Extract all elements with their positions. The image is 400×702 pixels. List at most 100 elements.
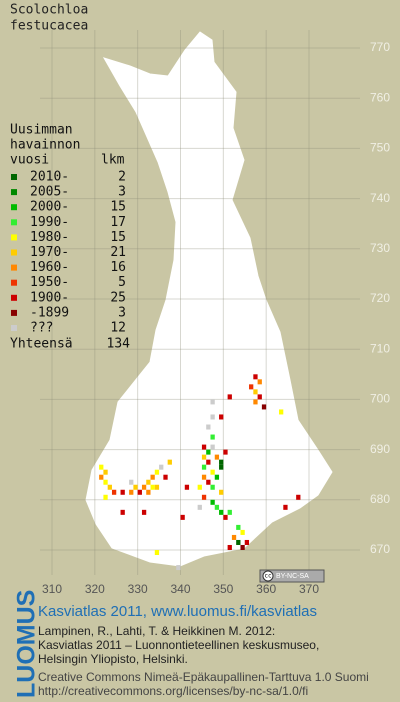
- x-tick-label: 310: [42, 582, 62, 596]
- observation-square: [219, 459, 224, 465]
- observation-square: [129, 479, 134, 485]
- observation-square: [236, 539, 241, 545]
- observation-square: [99, 464, 104, 470]
- legend-label: ???: [30, 321, 53, 336]
- badge-text: BY-NC-SA: [276, 573, 309, 580]
- observation-square: [210, 434, 215, 440]
- legend-swatch: [11, 204, 17, 211]
- legend-swatch: [11, 189, 17, 196]
- observation-square: [201, 464, 207, 470]
- y-tick-label: 690: [370, 442, 390, 456]
- observation-square: [219, 509, 224, 515]
- citation: Kasviatlas 2011 – Luonnontieteellinen ke…: [38, 638, 319, 652]
- legend-count-header: lkm: [101, 153, 125, 168]
- observation-square: [159, 464, 164, 470]
- license: http://creativecommons.org/licenses/by-n…: [38, 684, 308, 698]
- y-tick-label: 770: [370, 40, 390, 54]
- observation-square: [219, 414, 224, 420]
- observation-square: [214, 454, 220, 460]
- legend-label: 1900-: [30, 290, 69, 305]
- observation-square: [201, 454, 207, 460]
- y-tick-label: 760: [370, 90, 390, 104]
- observation-square: [214, 504, 220, 510]
- observation-square: [137, 489, 142, 495]
- observation-square: [201, 474, 207, 480]
- observation-square: [240, 544, 245, 550]
- observation-square: [141, 509, 147, 515]
- y-tick-label: 700: [370, 392, 390, 406]
- grid: 310 320 330 340 350 360 370 770 760 750 740 730 720 7…: [40, 30, 390, 596]
- legend-count: 17: [110, 215, 126, 230]
- observation-square: [227, 394, 232, 400]
- observation-square: [227, 544, 232, 550]
- x-tick-label: 360: [256, 582, 276, 596]
- observation-square: [249, 384, 254, 390]
- badge-box: [259, 569, 325, 583]
- y-tick-label: 710: [370, 341, 390, 355]
- observation-square: [103, 479, 108, 485]
- observation-square: [236, 524, 241, 530]
- observation-square: [210, 444, 215, 450]
- observation-square: [279, 409, 284, 415]
- legend-label: 1960-: [30, 260, 69, 275]
- legend-count: 12: [110, 321, 126, 336]
- observation-square: [180, 514, 185, 520]
- observation-square: [103, 494, 108, 500]
- observation-square: [219, 464, 224, 470]
- cc-badge: cc BY-NC-SA: [259, 569, 325, 583]
- observation-square: [163, 474, 168, 480]
- observation-square: [150, 474, 155, 480]
- observation-square: [201, 494, 207, 500]
- legend-label: 1970-: [30, 245, 69, 260]
- observation-square: [146, 479, 151, 485]
- observation-square: [257, 394, 262, 400]
- legend-count: 15: [110, 230, 126, 245]
- legend-swatch: [11, 219, 17, 226]
- observation-square: [231, 534, 237, 540]
- legend-swatch: [11, 325, 17, 331]
- observation-square: [219, 489, 224, 495]
- x-tick-label: 350: [213, 582, 233, 596]
- observation-square: [146, 489, 151, 495]
- observation-square: [296, 494, 301, 500]
- legend-count: 15: [110, 200, 126, 215]
- observation-square: [210, 499, 215, 505]
- x-tick-label: 330: [128, 582, 148, 596]
- legend-count: 16: [110, 260, 126, 275]
- legend-count: 5: [118, 275, 126, 290]
- observation-square: [206, 479, 211, 485]
- observation-square: [244, 539, 250, 545]
- observations: [99, 374, 301, 571]
- observation-square: [120, 489, 125, 495]
- x-tick-label: 370: [299, 582, 319, 596]
- observation-square: [167, 459, 172, 465]
- observation-square: [223, 514, 228, 520]
- legend-count: 3: [118, 305, 126, 320]
- observation-square: [253, 374, 258, 380]
- legend-count: 3: [118, 185, 126, 200]
- legend-count: 21: [110, 245, 126, 260]
- legend-header: havainnon: [10, 138, 80, 153]
- observation-square: [253, 389, 258, 395]
- title: festucacea: [10, 19, 88, 34]
- observation-square: [206, 424, 211, 430]
- legend-swatch: [11, 294, 17, 301]
- observation-square: [107, 484, 112, 490]
- observation-square: [197, 484, 202, 490]
- logo: LUOMUS: [13, 590, 41, 698]
- observation-square: [129, 489, 134, 495]
- observation-square: [111, 489, 117, 495]
- legend-swatch: [11, 174, 17, 180]
- link: Kasviatlas 2011, www.luomus.fi/kasviatla…: [38, 603, 317, 620]
- legend-label: 1990-: [30, 215, 69, 230]
- observation-square: [223, 449, 228, 455]
- observation-square: [206, 459, 211, 465]
- legend-label: 1950-: [30, 275, 69, 290]
- y-tick-label: 680: [370, 492, 390, 506]
- legend-label: 2005-: [30, 185, 69, 200]
- legend-swatch: [11, 264, 17, 271]
- badge-icon-text: cc: [264, 573, 272, 580]
